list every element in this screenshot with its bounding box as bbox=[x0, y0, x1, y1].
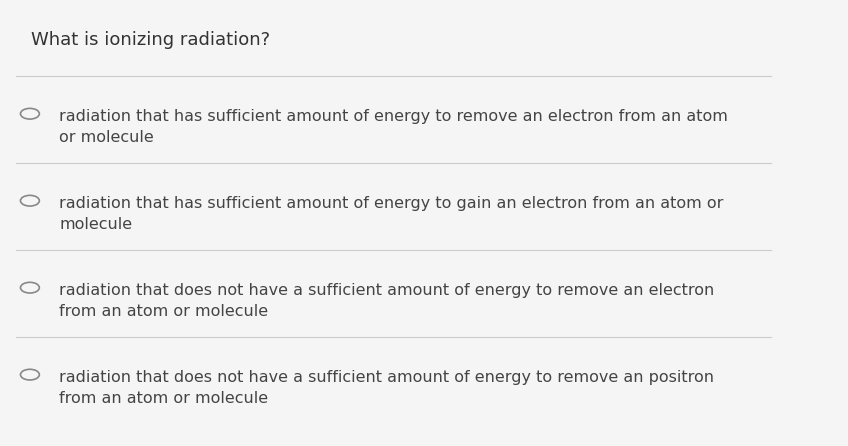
Text: radiation that has sufficient amount of energy to gain an electron from an atom : radiation that has sufficient amount of … bbox=[59, 196, 723, 232]
Text: radiation that does not have a sufficient amount of energy to remove an positron: radiation that does not have a sufficien… bbox=[59, 370, 714, 406]
Text: What is ionizing radiation?: What is ionizing radiation? bbox=[31, 31, 271, 49]
Text: radiation that does not have a sufficient amount of energy to remove an electron: radiation that does not have a sufficien… bbox=[59, 283, 714, 319]
Text: radiation that has sufficient amount of energy to remove an electron from an ato: radiation that has sufficient amount of … bbox=[59, 109, 728, 145]
